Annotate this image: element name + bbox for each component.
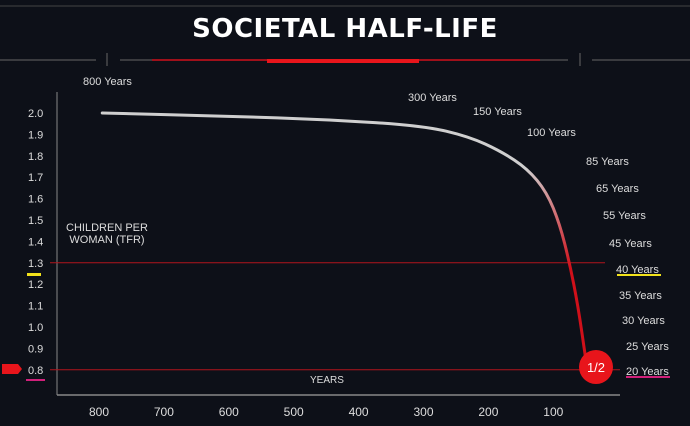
y-tick-label: 1.5 (28, 215, 43, 227)
red-pointer-marker (2, 364, 22, 374)
header-red-bar (267, 59, 419, 63)
yellow-highlight (27, 273, 41, 276)
y-tick-label: 1.0 (28, 322, 43, 334)
x-tick-label: 800 (89, 405, 109, 419)
half-life-label: 800 Years (83, 76, 132, 88)
y-tick-label: 0.8 (28, 365, 43, 377)
tfr-curve (100, 111, 588, 361)
half-life-marker-text: 1/2 (587, 360, 605, 375)
half-life-label: 40 Years (616, 264, 659, 276)
half-life-label: 85 Years (586, 156, 629, 168)
half-life-label: 300 Years (408, 92, 457, 104)
magenta-highlight (26, 379, 45, 381)
x-tick-label: 400 (349, 405, 369, 419)
x-tick-label: 300 (413, 405, 433, 419)
y-tick-label: 1.4 (28, 236, 43, 248)
y-tick-label: 1.3 (28, 258, 43, 270)
half-life-label: 20 Years (626, 366, 669, 378)
y-tick-label: 1.6 (28, 194, 43, 206)
half-life-label: 35 Years (619, 290, 662, 302)
y-tick-label: 1.1 (28, 301, 43, 313)
x-tick-label: 600 (219, 405, 239, 419)
y-tick-label: 2.0 (28, 108, 43, 120)
x-axis-label: YEARS (310, 375, 344, 386)
magenta-underline (626, 376, 670, 378)
y-axis-label: CHILDREN PER WOMAN (TFR) (66, 222, 148, 246)
x-tick-label: 200 (478, 405, 498, 419)
half-life-label: 100 Years (527, 127, 576, 139)
half-life-marker (579, 350, 613, 384)
half-life-label: 25 Years (626, 341, 669, 353)
y-tick-label: 1.8 (28, 151, 43, 163)
half-life-label: 55 Years (603, 210, 646, 222)
y-tick-label: 1.9 (28, 129, 43, 141)
half-life-label: 45 Years (609, 238, 652, 250)
y-tick-label: 1.2 (28, 279, 43, 291)
half-life-label: 65 Years (596, 183, 639, 195)
half-life-label: 30 Years (622, 315, 665, 327)
x-tick-label: 700 (154, 405, 174, 419)
y-tick-label: 1.7 (28, 172, 43, 184)
yellow-underline (617, 274, 661, 276)
chart-title: SOCIETAL HALF-LIFE (192, 14, 498, 44)
x-tick-label: 100 (543, 405, 563, 419)
x-tick-label: 500 (284, 405, 304, 419)
y-tick-label: 0.9 (28, 343, 43, 355)
half-life-label: 150 Years (473, 106, 522, 118)
